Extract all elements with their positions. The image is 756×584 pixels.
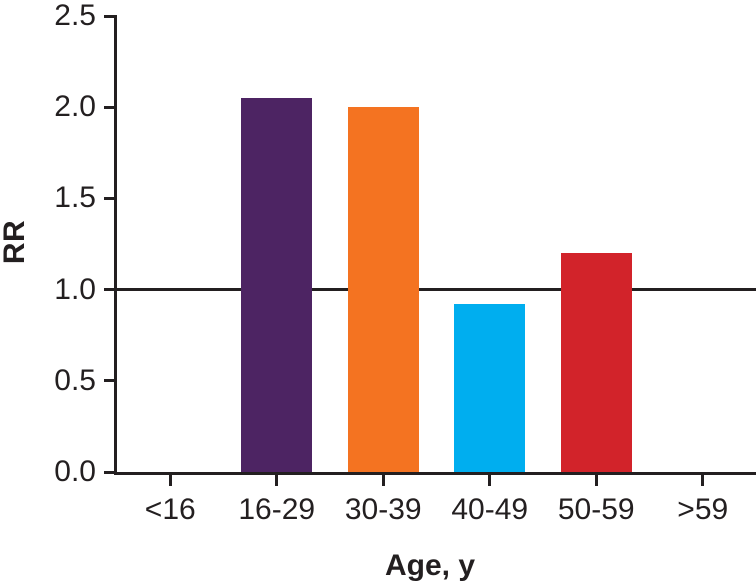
x-tick-label: 30-39 (344, 493, 422, 526)
bar-5059 (560, 253, 632, 472)
y-tick-label: 2.0 (54, 90, 96, 124)
y-axis-tick (104, 105, 115, 109)
y-axis-tick (104, 196, 115, 200)
x-axis-tick (701, 475, 705, 486)
x-axis-tick (168, 475, 172, 486)
x-tick-label: >59 (677, 493, 729, 526)
reference-line (117, 288, 756, 291)
bar-4049 (454, 304, 526, 472)
x-tick-label: 50-59 (557, 493, 635, 526)
plot-area (114, 15, 756, 475)
y-axis-tick (104, 379, 115, 383)
y-tick-label: 1.0 (54, 272, 96, 306)
x-axis-tick (488, 475, 492, 486)
x-axis-title: Age, y (384, 549, 476, 582)
y-axis-tick (104, 14, 115, 18)
y-tick-label: 0.5 (54, 363, 96, 397)
x-tick-label: 40-49 (451, 493, 529, 526)
x-tick-label: <16 (144, 493, 196, 526)
x-tick-label: 16-29 (238, 493, 316, 526)
y-tick-label: 0.0 (54, 455, 96, 488)
bar-3039 (347, 107, 419, 472)
bar-1629 (241, 98, 313, 472)
x-axis-tick (381, 475, 385, 486)
y-axis-title: RR (0, 219, 31, 265)
y-tick-label: 2.5 (54, 0, 96, 32)
y-axis-tick (104, 470, 115, 474)
x-axis-tick (594, 475, 598, 486)
y-tick-label: 1.5 (54, 181, 96, 215)
x-axis-tick (275, 475, 279, 486)
y-axis-tick (104, 288, 115, 292)
